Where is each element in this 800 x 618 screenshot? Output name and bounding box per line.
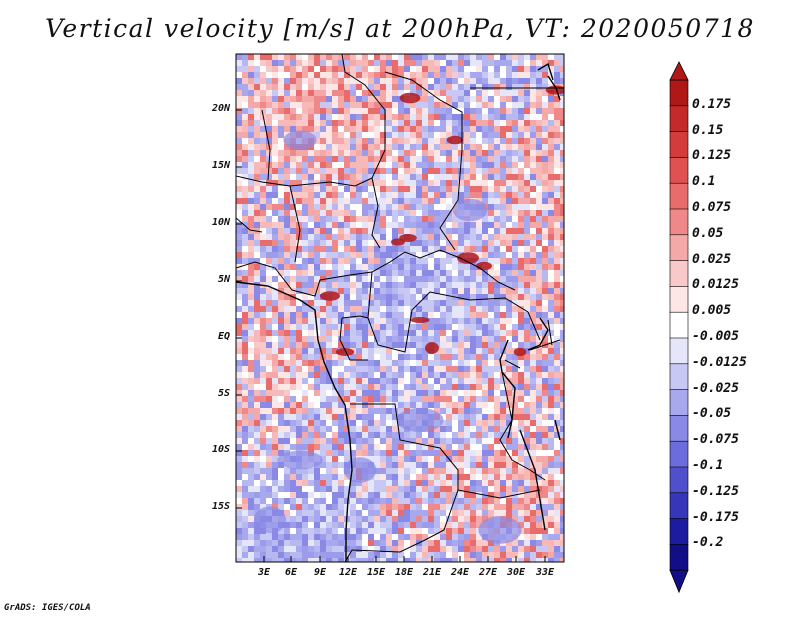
colorbar-label: -0.05 bbox=[692, 406, 732, 422]
colorbar-swatch bbox=[669, 182, 689, 210]
lon-label-6e: 6E bbox=[284, 567, 298, 578]
lon-label-30e: 30E bbox=[506, 567, 526, 578]
colorbar-swatch bbox=[669, 131, 689, 159]
colorbar-swatch bbox=[669, 492, 689, 520]
lon-label-12e: 12E bbox=[338, 567, 358, 578]
colorbar-swatch bbox=[669, 105, 689, 133]
colorbar-label: 0.025 bbox=[692, 251, 732, 267]
lon-label-18e: 18E bbox=[394, 567, 414, 578]
colorbar-label: 0.175 bbox=[692, 96, 732, 112]
colorbar-label: -0.075 bbox=[692, 432, 739, 448]
colorbar-label: -0.175 bbox=[692, 509, 739, 525]
colorbar-label: -0.005 bbox=[692, 329, 739, 344]
velocity-field bbox=[236, 54, 564, 562]
lat-label-15s: 15S bbox=[211, 501, 230, 512]
colorbar-swatch bbox=[669, 234, 689, 262]
colorbar-label: 0.0125 bbox=[692, 277, 739, 293]
colorbar-swatch bbox=[669, 389, 689, 417]
country-borders bbox=[236, 54, 564, 562]
lon-label-15e: 15E bbox=[366, 567, 386, 578]
colorbar-top-arrow bbox=[669, 61, 689, 81]
colorbar-swatch bbox=[669, 79, 689, 107]
colorbar-swatch bbox=[669, 440, 689, 468]
colorbar-swatch bbox=[669, 157, 689, 184]
colorbar-swatch bbox=[669, 208, 689, 236]
chart-title: Vertical velocity [m/s] at 200hPa, VT: 2… bbox=[45, 14, 755, 43]
map-frame bbox=[235, 53, 565, 563]
lat-label-15n: 15N bbox=[211, 160, 230, 171]
colorbar-label: -0.1 bbox=[692, 458, 724, 473]
lon-label-24e: 24E bbox=[450, 567, 470, 578]
axis-ticks bbox=[236, 109, 546, 562]
coastline bbox=[236, 62, 561, 562]
colorbar-swatch bbox=[669, 286, 689, 313]
lon-label-21e: 21E bbox=[422, 567, 442, 578]
lat-label-10n: 10N bbox=[211, 217, 230, 228]
colorbar-swatch bbox=[669, 415, 689, 442]
colorbar-label: 0.15 bbox=[692, 122, 724, 138]
colorbar-bottom-arrow bbox=[669, 569, 689, 594]
colorbar-swatch bbox=[669, 518, 689, 545]
colorbar-label: -0.125 bbox=[692, 483, 739, 499]
lat-label-10s: 10S bbox=[211, 444, 230, 455]
colorbar-label: -0.2 bbox=[692, 535, 724, 551]
colorbar-label: 0.005 bbox=[692, 303, 732, 319]
colorbar-label: 0.125 bbox=[692, 148, 732, 164]
colorbar-label: 0.1 bbox=[692, 174, 716, 190]
colorbar-swatch bbox=[669, 466, 689, 494]
lon-label-33e: 33E bbox=[535, 567, 555, 578]
colorbar-swatch bbox=[669, 337, 689, 365]
colorbar-swatch bbox=[669, 363, 689, 391]
lon-label-9e: 9E bbox=[313, 567, 327, 578]
colorbar-label: -0.0125 bbox=[692, 354, 747, 370]
lon-label-3e: 3E bbox=[257, 567, 271, 578]
colorbar-swatch bbox=[669, 544, 689, 571]
lat-label-5s: 5S bbox=[217, 388, 230, 399]
lat-label-20n: 20N bbox=[211, 103, 230, 114]
lat-label-eq: EQ bbox=[217, 331, 230, 342]
colorbar-label: -0.025 bbox=[692, 380, 739, 396]
colorbar-label: 0.075 bbox=[692, 200, 732, 215]
colorbar-label: 0.05 bbox=[692, 225, 724, 241]
lat-label-5n: 5N bbox=[217, 274, 230, 285]
colorbar-swatch bbox=[669, 260, 689, 288]
colorbar-swatch bbox=[669, 311, 689, 339]
grads-credit: GrADS: IGES/COLA bbox=[4, 603, 91, 613]
colorbar bbox=[669, 61, 689, 594]
lon-label-27e: 27E bbox=[478, 567, 498, 578]
